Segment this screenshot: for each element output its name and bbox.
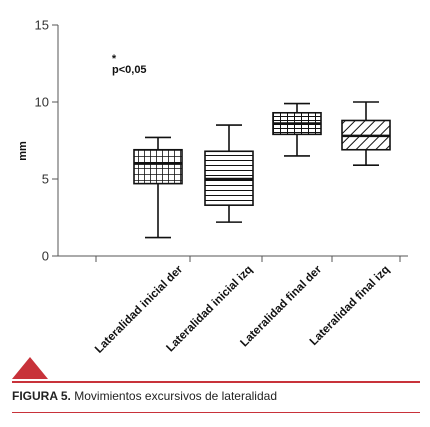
y-tick-label: 0 <box>42 249 49 264</box>
figure-caption-text: Movimientos excursivos de lateralidad <box>70 389 277 403</box>
box-series <box>133 101 391 239</box>
figure-label: FIGURA 5. <box>12 389 71 403</box>
axes <box>57 25 408 257</box>
significance-marker: * <box>112 53 117 65</box>
caption-bottom-rule <box>12 412 420 413</box>
x-axis-ticks <box>95 256 401 262</box>
y-axis-label: mm <box>17 141 29 161</box>
caption-triangle-icon <box>12 357 48 379</box>
box-2 <box>204 124 254 223</box>
y-tick-label: 15 <box>35 18 49 33</box>
y-axis-ticks: 0 5 10 15 <box>35 18 58 264</box>
box-4 <box>341 101 391 166</box>
y-tick-label: 10 <box>35 95 49 110</box>
category-label: Lateralidad final izq <box>308 264 392 348</box>
boxplot-chart: 0 5 10 15 Lateralidad inicial derLateralida… <box>17 18 408 356</box>
box-3 <box>272 102 322 157</box>
caption-top-rule <box>12 381 420 383</box>
figure-caption: FIGURA 5. Movimientos excursivos de late… <box>12 389 277 403</box>
y-tick-label: 5 <box>42 172 49 187</box>
significance-text: p<0,05 <box>112 64 147 76</box>
iqr-box <box>133 148 183 185</box>
box-1 <box>133 136 183 239</box>
